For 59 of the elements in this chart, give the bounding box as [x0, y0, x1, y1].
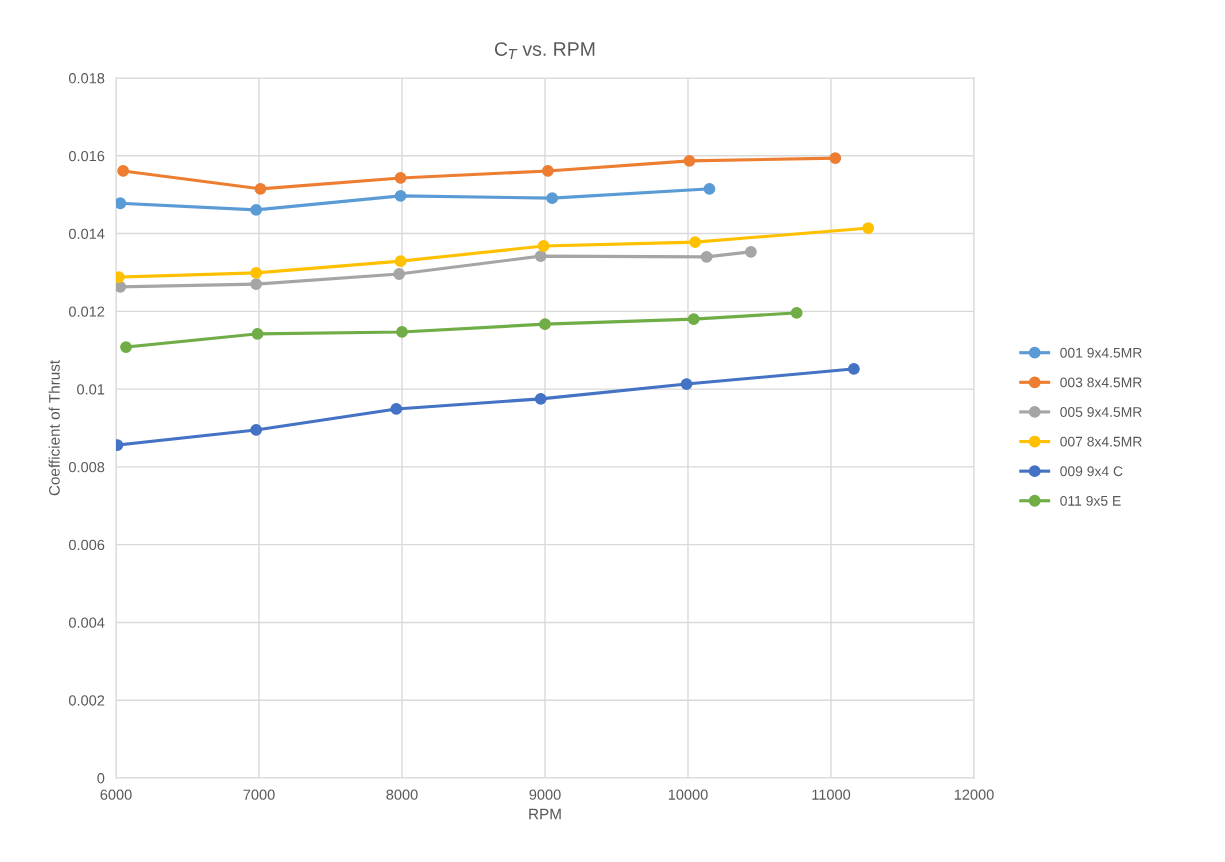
x-tick-label: 9000: [529, 789, 561, 800]
x-tick-label: 6000: [100, 789, 132, 800]
legend-label: 009 9x4 C: [1060, 466, 1123, 477]
point: [689, 236, 702, 249]
legend-label: 011 9x5 E: [1060, 495, 1121, 506]
point: [534, 250, 547, 263]
point: [116, 280, 127, 293]
point: [250, 424, 263, 436]
y-tick-label: 0.012: [68, 306, 105, 317]
x-tick-label: 11000: [812, 789, 851, 800]
chart-title: C$_{T}$ vs. RPM: [494, 42, 595, 59]
point: [745, 245, 757, 258]
point: [541, 165, 554, 177]
y-axis-title: Coefficient of Thrust: [48, 360, 60, 496]
point: [862, 222, 875, 235]
y-tick-label: 0.01: [77, 384, 105, 395]
point: [251, 327, 264, 340]
y-tick-label: 0.002: [68, 695, 105, 706]
y-tick-label: 0.008: [68, 461, 105, 473]
point: [396, 326, 408, 338]
point: [250, 266, 263, 279]
legend-label: 007 8x4.5MR: [1060, 436, 1142, 447]
point: [534, 392, 547, 405]
x-axis-title: RPM: [529, 808, 561, 820]
point: [250, 203, 263, 216]
legend-label: 001 9x4.5MR: [1060, 347, 1142, 358]
point: [537, 240, 550, 252]
point: [117, 165, 130, 177]
point: [683, 154, 696, 167]
y-tick-label: 0.006: [68, 539, 105, 551]
y-tick-label: 0.014: [68, 228, 105, 239]
point: [250, 278, 263, 291]
point: [394, 172, 407, 184]
point: [790, 306, 803, 319]
point: [394, 189, 407, 202]
point: [680, 378, 693, 390]
point: [687, 313, 700, 326]
legend-label: 003 8x4.5MR: [1060, 377, 1142, 388]
x-tick-label: 12000: [954, 789, 994, 800]
point: [703, 182, 716, 195]
y-tick-label: 0.018: [68, 73, 105, 84]
x-tick-label: 8000: [386, 789, 418, 800]
y-tick-label: 0.016: [68, 150, 105, 162]
point: [546, 192, 559, 205]
point: [700, 250, 713, 263]
point: [394, 255, 407, 268]
point: [829, 152, 842, 165]
point: [254, 182, 267, 195]
x-tick-label: 10000: [668, 789, 708, 800]
point: [393, 268, 406, 280]
point: [539, 318, 551, 331]
point: [120, 341, 132, 354]
point: [847, 362, 860, 375]
point: [390, 403, 403, 415]
point: [116, 197, 127, 210]
legend-label: 005 9x4.5MR: [1060, 407, 1142, 417]
y-tick-label: 0: [97, 773, 105, 784]
x-tick-label: 7000: [243, 789, 275, 800]
y-tick-label: 0.004: [68, 617, 105, 628]
